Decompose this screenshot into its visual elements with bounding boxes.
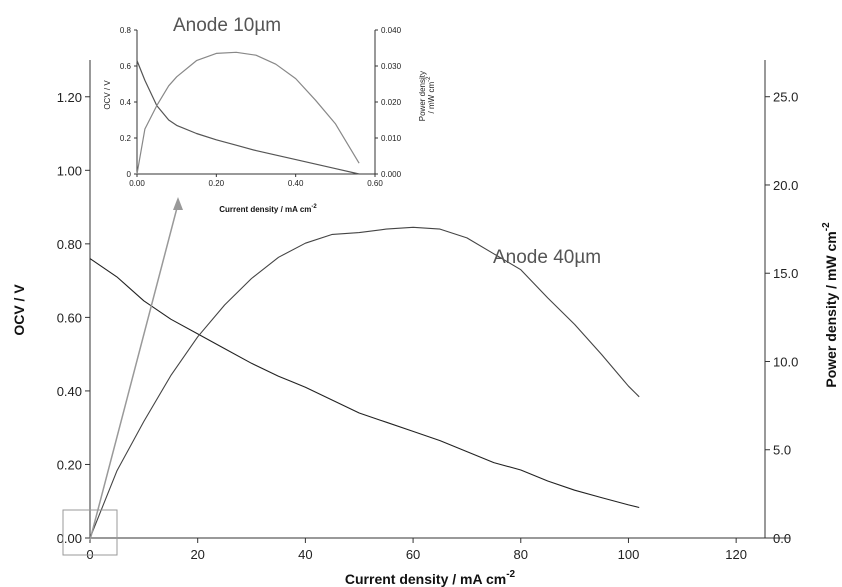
inset-x-tick-label: 0.00 (129, 179, 145, 188)
inset-y-tick-label: 0.8 (120, 26, 132, 35)
inset-y2-tick-label: 0.030 (381, 62, 402, 71)
y2-axis-title: Power density / mW cm-2 (821, 222, 839, 388)
main-x-tick-label: 60 (406, 547, 420, 562)
annotation-anode-40um: Anode 40µm (493, 247, 601, 268)
main-y-tick-label: 1.20 (57, 90, 82, 105)
main-axes: 0 20 40 60 80 100 120 0.00 0.20 0.40 0.60 0.80 1.00 1… (57, 60, 798, 562)
inset-y-tick-label: 0 (127, 170, 132, 179)
y-axis-title: OCV / V (11, 284, 27, 336)
inset-x-tick-label: 0.40 (288, 179, 304, 188)
main-y2-tick-label: 10.0 (773, 354, 798, 369)
main-y-tick-label: 0.00 (57, 531, 82, 546)
main-x-tick-label: 20 (190, 547, 204, 562)
main-x-tick-label: 40 (298, 547, 312, 562)
main-ocv-line (89, 258, 640, 509)
main-y2-tick-label: 5.0 (773, 443, 791, 458)
inset-x-axis-title: Current density / mA cm-2 (219, 204, 317, 214)
inset-y2-tick-label: 0.010 (381, 134, 402, 143)
inset-y-axis-title: OCV / V (103, 80, 112, 110)
main-x-tick-label: 100 (618, 547, 640, 562)
main-y-tick-label: 0.80 (57, 237, 82, 252)
inset-y2-axis-title-line2: / mW cm-2 (426, 76, 436, 114)
main-power-density-line (89, 226, 640, 539)
inset-x-axis-title-text: Current density / mA cm (219, 205, 311, 214)
main-y2-tick-label: 15.0 (773, 266, 798, 281)
main-y-tick-label: 0.60 (57, 310, 82, 325)
y2-axis-title-superscript: -2 (821, 222, 832, 231)
inset-y2-axis-title-superscript: -2 (426, 76, 432, 82)
main-y2-tick-label: 0.0 (773, 531, 791, 546)
main-x-tick-label: 80 (514, 547, 528, 562)
zoom-arrow (89, 203, 179, 541)
zoom-region-box (62, 509, 118, 556)
inset-y-tick-label: 0.6 (120, 62, 132, 71)
inset-y2-axis-title-line2-text: / mW cm (427, 82, 436, 114)
inset-x-tick-label: 0.20 (209, 179, 225, 188)
annotation-anode-10um: Anode 10µm (173, 15, 281, 36)
inset-y-tick-label: 0.4 (120, 98, 132, 107)
inset-y2-tick-label: 0.000 (381, 170, 402, 179)
inset-x-axis-title-superscript: -2 (311, 204, 317, 210)
inset-y2-axis-title: Power density / mW cm-2 (418, 69, 436, 121)
inset-y-tick-label: 0.2 (120, 134, 132, 143)
inset-axes: 0.00 0.20 0.40 0.60 0 0.2 0.4 0.6 0.8 0.000 0.010 0… (120, 26, 402, 188)
y2-axis-title-text: Power density / mW cm (823, 231, 839, 387)
x-axis-title-superscript: -2 (506, 569, 515, 580)
main-plot-lines (89, 226, 640, 539)
main-x-tick-label: 120 (725, 547, 747, 562)
main-y-tick-label: 0.20 (57, 457, 82, 472)
inset-x-tick-label: 0.60 (367, 179, 383, 188)
inset-y2-tick-label: 0.040 (381, 26, 402, 35)
x-axis-title: Current density / mA cm-2 (345, 569, 516, 587)
x-axis-title-text: Current density / mA cm (345, 571, 506, 587)
inset-power-density-line (136, 51, 360, 175)
main-y-tick-label: 1.00 (57, 163, 82, 178)
inset-ocv-line (136, 60, 360, 175)
main-y2-tick-label: 20.0 (773, 178, 798, 193)
inset-plot-lines (136, 51, 360, 175)
main-y-tick-label: 0.40 (57, 384, 82, 399)
main-y2-tick-label: 25.0 (773, 90, 798, 105)
zoom-arrow-head (173, 197, 183, 210)
inset-y2-tick-label: 0.020 (381, 98, 402, 107)
inset-y2-axis-title-line1: Power density (418, 71, 427, 121)
